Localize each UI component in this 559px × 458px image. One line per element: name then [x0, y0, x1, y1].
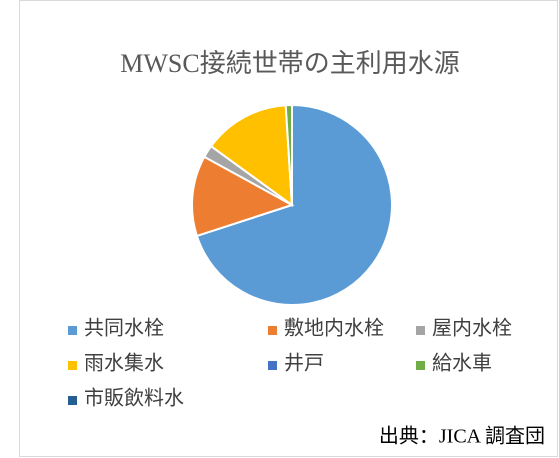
legend-swatch — [68, 326, 77, 335]
legend-label: 敷地内水栓 — [284, 317, 384, 340]
legend-label: 共同水栓 — [84, 317, 164, 340]
source-note: 出典：JICA 調査団 — [379, 425, 545, 448]
legend-swatch — [68, 361, 77, 370]
legend-label: 市販飲料水 — [84, 387, 184, 410]
chart-title: MWSC接続世帯の主利用水源 — [120, 49, 459, 78]
legend-label: 雨水集水 — [84, 352, 164, 375]
legend-swatch — [416, 361, 425, 370]
pie-slice — [191, 155, 295, 238]
legend-swatch — [268, 326, 277, 335]
pie-slice — [195, 103, 393, 306]
legend-swatch — [268, 361, 277, 370]
legend-swatch — [416, 326, 425, 335]
legend-label: 給水車 — [432, 352, 492, 375]
legend-label: 屋内水栓 — [432, 317, 512, 340]
legend-label: 井戸 — [284, 352, 324, 375]
legend-swatch — [68, 396, 77, 405]
pie-slice — [209, 104, 294, 208]
